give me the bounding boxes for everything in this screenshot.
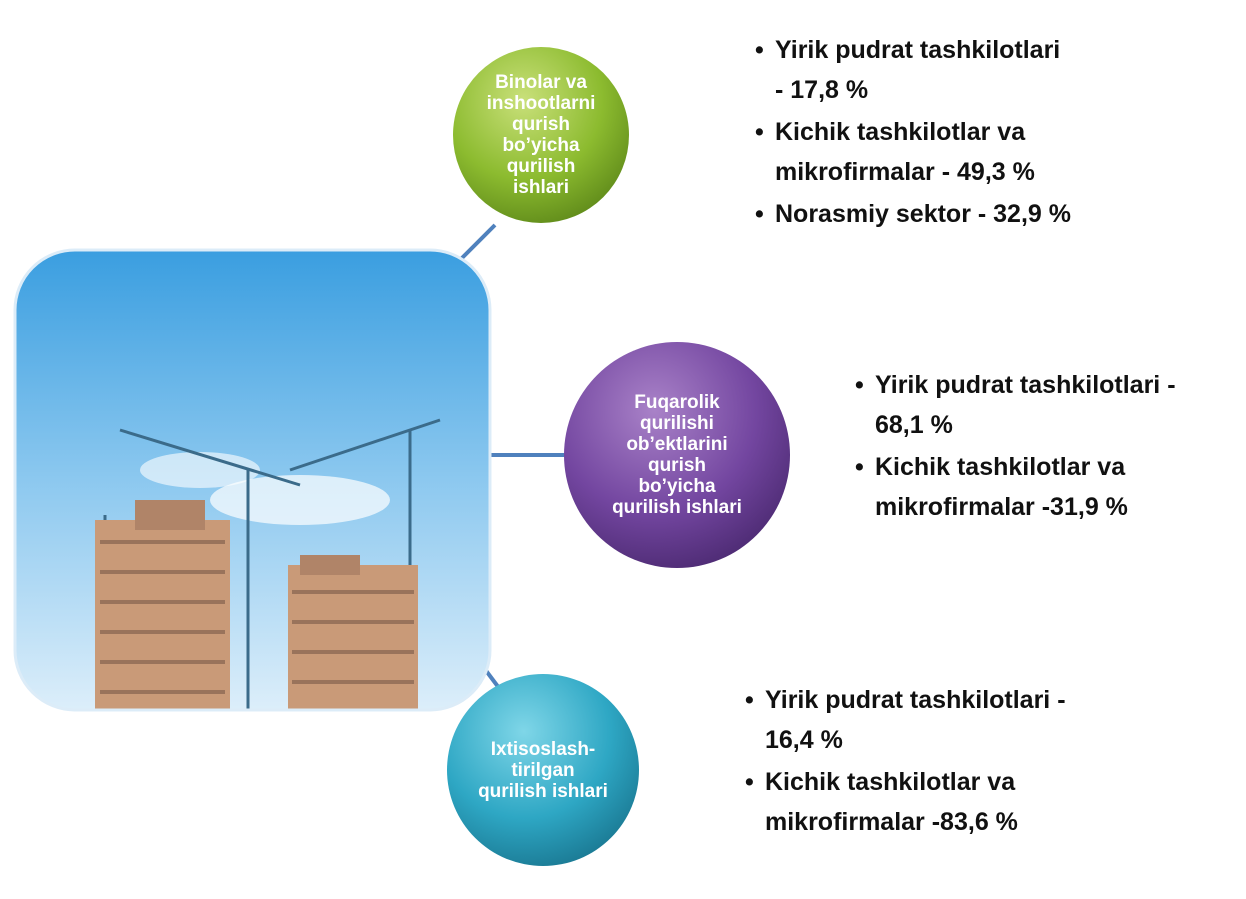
label-line: qurish [592, 455, 762, 476]
bullet-line: Yirik pudrat tashkilotlari [775, 30, 1071, 70]
bullet-line: Kichik tashkilotlar va [775, 112, 1071, 152]
label-line: Fuqarolik [592, 392, 762, 413]
bullet-line: mikrofirmalar - 49,3 % [775, 152, 1071, 192]
label-line: qurish [456, 114, 626, 135]
bullet-line: mikrofirmalar -31,9 % [875, 487, 1176, 527]
bullet-item: Yirik pudrat tashkilotlari -68,1 % [855, 365, 1176, 445]
label-line: bo’yicha [592, 476, 762, 497]
label-line: ishlari [456, 177, 626, 198]
label-line: qurilish [456, 156, 626, 177]
bullet-item: Yirik pudrat tashkilotlari- 17,8 % [755, 30, 1071, 110]
bullet-list: Yirik pudrat tashkilotlari -68,1 %Kichik… [855, 365, 1176, 529]
bullet-list: Yirik pudrat tashkilotlari -16,4 %Kichik… [745, 680, 1066, 844]
label-line: tirilgan [458, 760, 628, 781]
label-line: Ixtisoslash- [458, 739, 628, 760]
label-line: qurilishi [592, 413, 762, 434]
label-line: inshootlarni [456, 93, 626, 114]
bullet-line: Norasmiy sektor - 32,9 % [775, 194, 1071, 234]
slide: Binolar vainshootlarniqurishbo’yichaquri… [0, 0, 1246, 899]
bullet-line: Kichik tashkilotlar va [765, 762, 1066, 802]
bullet-line: Yirik pudrat tashkilotlari - [765, 680, 1066, 720]
label-line: qurilish ishlari [592, 497, 762, 518]
label-line: qurilish ishlari [458, 781, 628, 802]
bullet-item: Yirik pudrat tashkilotlari -16,4 % [745, 680, 1066, 760]
bullet-line: - 17,8 % [775, 70, 1071, 110]
bullet-line: 16,4 % [765, 720, 1066, 760]
label-line: ob’ektlarini [592, 434, 762, 455]
bullet-item: Norasmiy sektor - 32,9 % [755, 194, 1071, 234]
bullet-line: Kichik tashkilotlar va [875, 447, 1176, 487]
bullet-line: mikrofirmalar -83,6 % [765, 802, 1066, 842]
photo [15, 250, 490, 710]
bullet-line: Yirik pudrat tashkilotlari - [875, 365, 1176, 405]
label-line: bo’yicha [456, 135, 626, 156]
bullet-list: Yirik pudrat tashkilotlari- 17,8 %Kichik… [755, 30, 1071, 236]
bullet-line: 68,1 % [875, 405, 1176, 445]
label-line: Binolar va [456, 72, 626, 93]
